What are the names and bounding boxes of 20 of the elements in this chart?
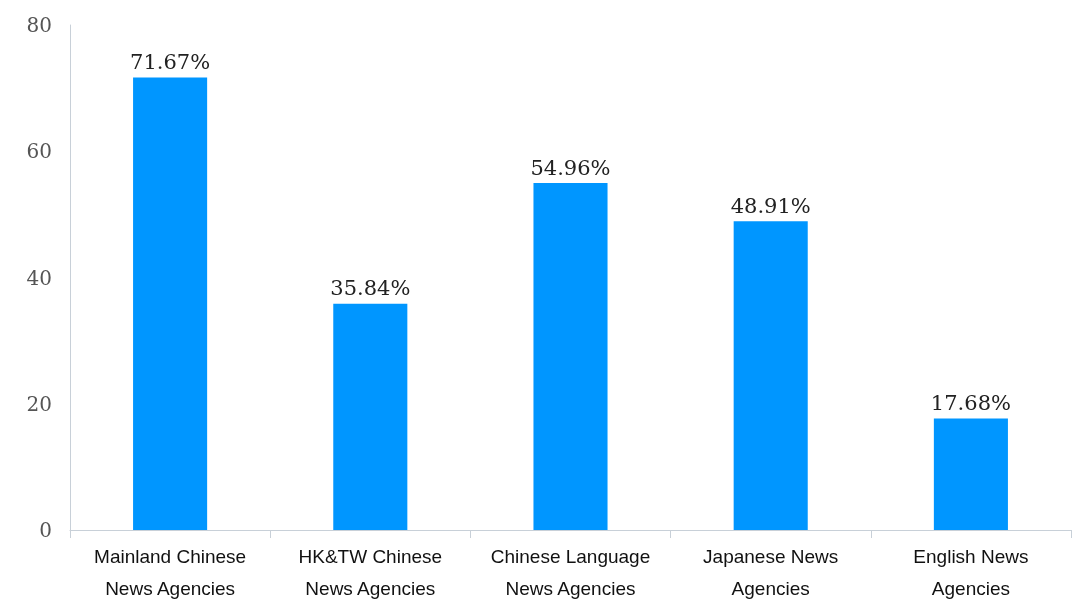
data-label: 54.96% [530,155,611,180]
bar [933,418,1008,530]
x-tick-label: Mainland Chinese News Agencies [94,545,247,599]
y-tick-label: 60 [26,139,52,164]
y-tick-label: 40 [26,265,52,290]
x-tick-label: HK&TW Chinese News Agencies [298,545,443,599]
data-label: 35.84% [330,276,411,301]
y-tick-label: 20 [26,391,52,416]
x-tick-label: Chinese Language News Agencies [490,545,651,599]
data-label: 17.68% [930,390,1011,415]
bar [733,221,808,530]
bar [533,183,608,530]
bar [333,303,408,530]
y-tick-label: 0 [39,518,52,542]
y-tick-label: 80 [26,13,52,37]
x-tick-label: English News Agencies [913,545,1029,599]
data-label: 71.67% [130,50,211,75]
bar [133,77,208,530]
data-label: 48.91% [730,193,811,218]
x-tick-label: Japanese News Agencies [703,545,839,599]
